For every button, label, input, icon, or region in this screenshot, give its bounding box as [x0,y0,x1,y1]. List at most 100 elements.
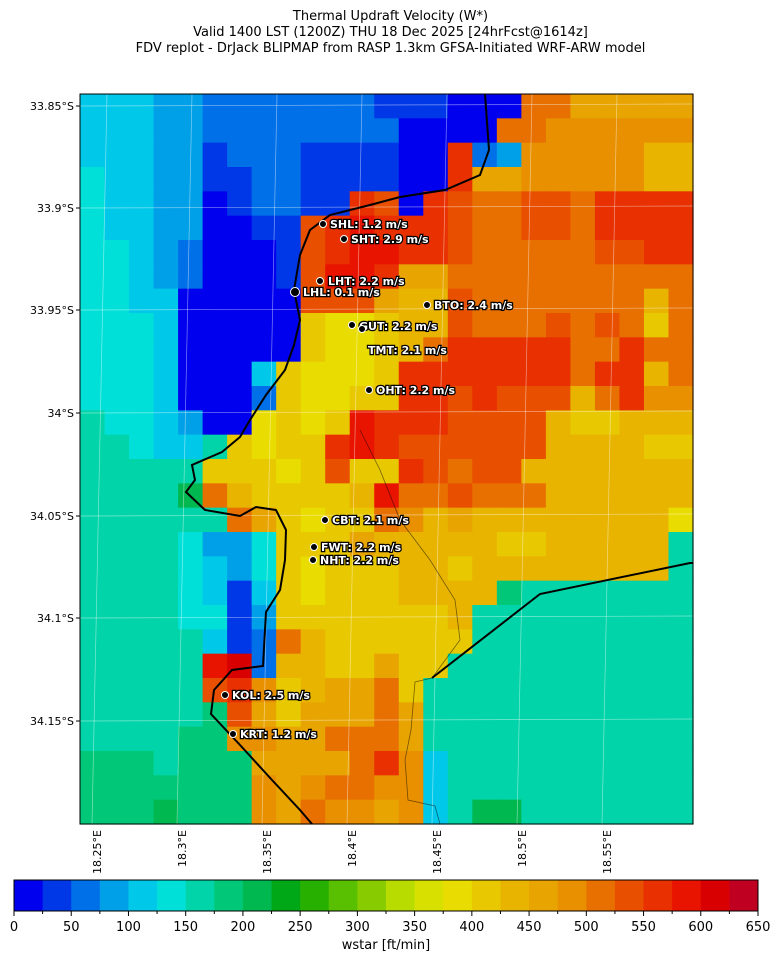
field-cell [472,313,498,338]
field-cell [129,361,155,387]
colorbar-tick-label: 0 [10,920,18,935]
field-cell [619,191,645,217]
field-cell [227,142,253,168]
colorbar-tick-label: 650 [746,920,771,935]
lat-gridline [79,615,694,619]
field-cell [276,507,302,533]
field-cell [398,678,424,703]
colorbar-tick-label: 50 [63,920,80,935]
field-cell [668,799,694,825]
field-cell [276,240,302,265]
lon-gridline [601,93,618,825]
field-cell [423,167,449,192]
field-cell [423,386,449,411]
field-cell [80,556,106,582]
field-cell [594,580,621,606]
field-cell [80,191,106,217]
field-cell [104,118,130,144]
field-cell [521,434,547,460]
field-cell [80,507,106,533]
colorbar-bin [157,880,187,911]
field-cell [349,240,375,265]
field-cell [300,264,326,290]
field-cell [496,118,522,144]
field-cell [594,629,621,655]
colorbar-bin [643,880,673,911]
field-cell [153,118,179,144]
field-cell [227,483,253,509]
field-cell [300,434,326,460]
lat-gridline [79,513,694,517]
field-cell [398,507,424,533]
field-cell [227,288,253,314]
field-cell [398,629,424,655]
field-cell [129,118,155,144]
field-cell [202,118,228,144]
field-cell [153,629,179,655]
field-cell [325,142,351,168]
field-cell [129,167,155,192]
field-cell [276,215,302,241]
field-cell [496,678,522,703]
field-cell [521,386,547,411]
field-cell [643,605,670,630]
field-cell [447,410,473,436]
lat-tick-label: 34°S [48,407,74,420]
field-cell [570,702,596,728]
field-cell [619,313,645,338]
field-cell [521,118,547,144]
field-cell [398,726,424,752]
field-cell [545,507,571,533]
field-cell [349,142,375,168]
field-cell [129,678,155,703]
field-cell [398,653,424,679]
field-cell [668,386,694,411]
field-cell [668,94,694,119]
field-cell [619,264,645,290]
colorbar-tick-label: 600 [688,920,713,935]
field-cell [178,799,204,825]
field-cell [227,94,253,119]
field-cell [545,556,571,582]
field-cell [521,678,547,703]
field-cell [227,532,253,557]
field-cell [202,532,228,557]
field-cell [80,653,106,679]
field-cell [276,118,302,144]
field-cell [104,483,130,509]
field-cell [276,653,302,679]
field-cell [545,629,571,655]
field-cell [300,167,326,192]
field-cell [472,118,498,144]
lat-gridline [79,718,694,722]
field-cell [276,726,302,752]
field-cell [227,580,253,606]
field-cell [570,726,596,752]
field-cell [545,361,571,387]
field-cell [447,507,473,533]
field-cell [545,313,571,338]
field-cell [325,653,351,679]
field-cell [300,142,326,168]
field-cell [129,653,155,679]
field-cell [545,532,571,557]
field-cell [668,337,694,363]
field-cell [643,483,670,509]
field-cell [178,702,204,728]
field-cell [153,191,179,217]
field-cell [153,240,179,265]
field-cell [398,775,424,801]
wstar-field [80,94,694,825]
field-cell [668,702,694,728]
field-cell [594,240,621,265]
field-cell [619,507,645,533]
field-cell [496,434,522,460]
field-cell [325,167,351,192]
field-cell [545,215,571,241]
field-cell [447,337,473,363]
field-cell [570,240,596,265]
field-cell [521,653,547,679]
field-cell [570,264,596,290]
field-cell [545,702,571,728]
field-cell [374,118,400,144]
